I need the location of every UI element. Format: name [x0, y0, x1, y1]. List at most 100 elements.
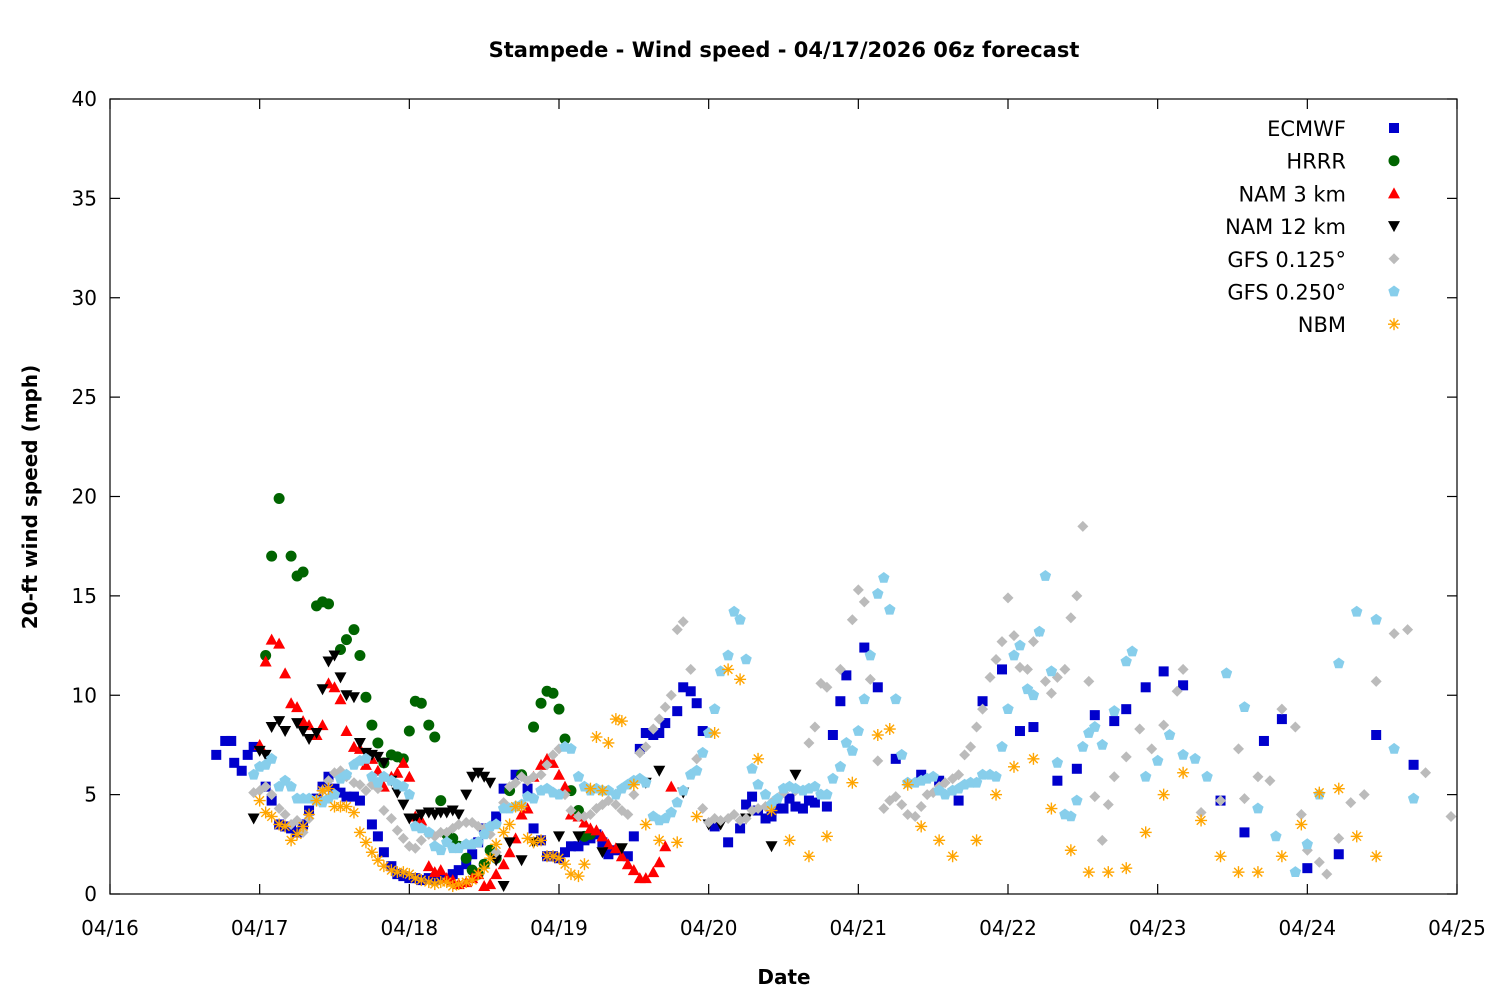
data-point-ecmwf [354, 795, 365, 806]
data-point-ecmwf [1140, 682, 1151, 693]
data-point-ecmwf [461, 859, 472, 870]
data-point-nam-12-km [415, 809, 428, 821]
data-point-gfs-0-125 [378, 805, 390, 817]
data-point-ecmwf [747, 791, 758, 802]
data-point-nbm [322, 782, 335, 795]
data-point-nam-12-km [371, 751, 384, 763]
data-point-nbm [515, 800, 528, 813]
data-point-gfs-0-125 [628, 789, 640, 801]
data-point-gfs-0-125 [1321, 868, 1333, 880]
data-point-gfs-0-250 [927, 770, 939, 782]
data-point-ecmwf [709, 821, 720, 832]
data-point-nam-3-km [596, 830, 609, 842]
data-point-gfs-0-125 [385, 812, 397, 824]
x-tick-label: 04/18 [381, 916, 439, 940]
data-point-ecmwf [859, 642, 870, 653]
data-point-gfs-0-125 [803, 737, 815, 749]
data-point-nbm [347, 806, 360, 819]
data-point-gfs-0-125 [535, 769, 547, 781]
data-point-hrrr [354, 650, 366, 661]
data-point-ecmwf [467, 849, 478, 860]
data-point-nam-3-km [316, 719, 329, 731]
data-point-gfs-0-250 [1152, 754, 1164, 766]
data-point-gfs-0-125 [953, 769, 965, 781]
data-point-gfs-0-125 [1388, 628, 1400, 640]
data-point-gfs-0-250 [722, 649, 734, 661]
data-point-nbm [615, 715, 628, 728]
data-point-ecmwf [1239, 827, 1250, 838]
data-point-ecmwf [565, 841, 576, 852]
data-point-gfs-0-250 [1108, 705, 1120, 716]
data-point-nbm [970, 834, 983, 847]
data-point-gfs-0-125 [971, 721, 983, 733]
data-point-nam-12-km [397, 799, 410, 811]
data-point-nam-3-km [434, 864, 447, 876]
y-tick-label: 10 [72, 683, 97, 707]
data-point-nam-3-km [328, 681, 341, 693]
data-point-gfs-0-125 [990, 653, 1002, 665]
data-point-nam-12-km [253, 745, 266, 757]
data-point-nbm [297, 820, 310, 833]
data-point-gfs-0-125 [1177, 663, 1189, 675]
data-point-nbm [1214, 850, 1227, 863]
data-point-nam-12-km [377, 757, 390, 769]
data-point-nam-12-km [347, 692, 360, 704]
data-point-ecmwf [790, 801, 801, 812]
data-point-gfs-0-125 [858, 596, 870, 608]
data-point-hrrr [360, 691, 372, 703]
data-point-gfs-0-250 [1045, 665, 1058, 677]
data-point-nbm [820, 830, 833, 843]
data-point-nam-12-km [446, 805, 459, 817]
data-point-nbm [353, 826, 366, 839]
data-point-gfs-0-125 [984, 671, 996, 683]
data-point-nbm [1370, 850, 1383, 863]
data-point-ecmwf [1121, 704, 1132, 715]
data-point-hrrr [415, 697, 427, 709]
data-point-nbm [1120, 862, 1133, 875]
data-point-nbm [578, 858, 591, 871]
data-point-ecmwf [573, 841, 584, 852]
data-point-ecmwf [226, 735, 237, 746]
data-point-ecmwf [522, 783, 533, 794]
data-point-gfs-0-125 [1102, 799, 1114, 811]
data-point-gfs-0-250 [441, 836, 453, 848]
legend-label: ECMWF [1267, 117, 1346, 141]
data-point-nam-3-km [621, 858, 634, 870]
data-point-nbm [1275, 850, 1288, 863]
data-point-nam-12-km [653, 765, 666, 777]
data-point-ecmwf [341, 791, 352, 802]
data-point-nam-3-km [659, 840, 672, 852]
data-point-gfs-0-125 [1039, 675, 1051, 687]
data-point-gfs-0-125 [909, 810, 921, 822]
data-point-gfs-0-125 [959, 749, 971, 761]
data-point-gfs-0-125 [1059, 663, 1071, 675]
data-point-ecmwf [827, 730, 838, 740]
legend-label: NAM 12 km [1225, 215, 1346, 239]
data-point-ecmwf [1276, 714, 1287, 725]
legend-marker-asterisk-icon [1388, 318, 1400, 331]
data-point-gfs-0-250 [1370, 613, 1382, 625]
data-point-gfs-0-125 [1146, 743, 1158, 755]
data-point-nam-12-km [265, 722, 278, 734]
data-point-gfs-0-250 [896, 748, 908, 760]
data-point-gfs-0-250 [265, 752, 278, 764]
data-point-ecmwf [654, 728, 665, 739]
data-point-nbm [752, 752, 765, 765]
data-point-gfs-0-250 [279, 774, 291, 786]
data-point-nbm [802, 850, 815, 863]
data-point-gfs-0-250 [834, 760, 847, 772]
axes: 0 5 10 15 20 25 30 35 40 04/16 04/17 04/18 04/19 04/2… [72, 87, 1486, 940]
data-point-ecmwf [1178, 680, 1189, 691]
data-point-gfs-0-125 [872, 755, 884, 767]
data-point-gfs-0-250 [366, 770, 378, 782]
x-tick-label: 04/24 [1279, 916, 1337, 940]
data-point-gfs-0-125 [1008, 630, 1020, 642]
data-point-nam-3-km [541, 752, 554, 764]
data-point-gfs-0-125 [1264, 775, 1276, 787]
data-point-nbm [846, 776, 859, 789]
data-point-ecmwf [248, 741, 259, 752]
data-point-nbm [627, 778, 640, 791]
data-point-gfs-0-125 [409, 842, 421, 854]
data-point-gfs-0-250 [1189, 752, 1201, 764]
